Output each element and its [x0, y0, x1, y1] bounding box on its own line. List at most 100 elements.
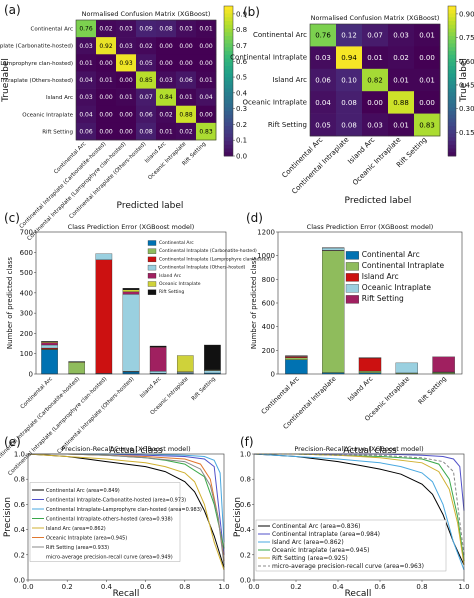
- x-tick-label: 0.8: [416, 583, 427, 591]
- colorbar-tick-label: 0.75: [459, 34, 474, 42]
- cell-value: 0.01: [419, 76, 435, 84]
- y-tick-label: 0.0: [14, 577, 25, 585]
- colorbar-segment: [448, 103, 456, 108]
- heatmap-cell: [388, 68, 415, 92]
- heatmap-cell: [414, 91, 441, 114]
- cell-value: 0.92: [99, 43, 113, 50]
- legend-label: Continental Arc: [362, 250, 420, 259]
- bar-segment: [149, 347, 167, 372]
- heatmap-frame: [75, 19, 217, 141]
- colorbar-tick-label: 0.9: [236, 10, 247, 18]
- bar-segment: [41, 349, 58, 375]
- x-axis-label: Actual class: [343, 446, 397, 456]
- y-tick-label: 0.6: [14, 501, 26, 509]
- cell-value: 0.00: [119, 111, 133, 118]
- heatmap-frame: [309, 23, 441, 137]
- y-tick-label: 0.8: [240, 476, 251, 484]
- colorbar-segment: [224, 77, 233, 82]
- heatmap-cell: [156, 54, 177, 72]
- colorbar-segment: [224, 88, 233, 93]
- colorbar-tick-label: 0.3: [236, 105, 247, 113]
- panel-label: (a): [4, 3, 21, 17]
- cell-value: 0.01: [419, 32, 435, 40]
- heatmap-cell: [76, 54, 97, 72]
- colorbar-segment: [448, 62, 456, 67]
- cell-value: 0.00: [199, 43, 213, 50]
- colorbar-segment: [448, 144, 456, 149]
- y-tick-label: 800: [262, 276, 275, 284]
- y-tick-label: 100: [20, 350, 33, 358]
- cell-value: 0.08: [139, 129, 153, 136]
- y-tick-label: 300: [20, 310, 33, 318]
- colorbar-segment: [224, 69, 233, 74]
- heatmap-cell: [136, 20, 157, 38]
- y-axis-label: Number of predicted class: [6, 257, 14, 349]
- heatmap-cell: [362, 68, 389, 92]
- heatmap-cell: [196, 71, 217, 89]
- colorbar-segment: [448, 13, 456, 18]
- heatmap-cell: [136, 122, 157, 141]
- colorbar-segment: [224, 96, 233, 101]
- bar-segment: [122, 294, 140, 372]
- legend-label: Island Arc: [362, 272, 399, 281]
- heatmap-cell: [136, 37, 157, 55]
- y-tick-label: 0.2: [14, 551, 25, 559]
- y-tick-label: 200: [262, 347, 275, 355]
- panel-label: (c): [4, 211, 20, 225]
- legend-label: Continental Intraplate-Lamprophyre clan-…: [46, 507, 202, 513]
- legend-label: Oceanic Intraplate: [159, 281, 201, 287]
- colorbar-segment: [224, 103, 233, 108]
- bar-segment: [41, 344, 58, 349]
- cell-value: 0.05: [315, 121, 331, 129]
- colorbar-segment: [224, 122, 233, 127]
- bar-segment: [322, 247, 345, 251]
- y-axis-label: True label: [1, 58, 11, 103]
- colorbar-segment: [224, 133, 233, 138]
- colorbar-segment: [448, 39, 456, 44]
- colorbar-segment: [448, 148, 456, 153]
- y-tick-label: 0.0: [240, 577, 251, 585]
- bar-segment: [41, 347, 58, 350]
- colorbar-segment: [224, 114, 233, 119]
- colorbar-segment: [224, 13, 233, 18]
- legend-swatch: [147, 240, 157, 246]
- colorbar-segment: [448, 66, 456, 71]
- heatmap-cell: [96, 37, 117, 55]
- row-tick-label: Continental Intraplate (Carbonatite-host…: [0, 44, 73, 50]
- y-tick-label: 0.2: [240, 551, 251, 559]
- cell-value: 0.00: [199, 60, 213, 67]
- bar-segment: [432, 356, 455, 373]
- heatmap-cell: [414, 113, 441, 137]
- pr-curve: [27, 453, 225, 571]
- legend-label: Island Arc (area=0.862): [46, 526, 106, 532]
- colorbar-segment: [224, 141, 233, 146]
- legend-box: [255, 519, 447, 572]
- colorbar-segment: [224, 137, 233, 142]
- y-tick-label: 200: [20, 330, 33, 338]
- legend-label: Rift Setting: [362, 294, 404, 303]
- panel-label: (d): [246, 211, 263, 225]
- colorbar-tick-label: 0.1: [236, 137, 247, 145]
- y-tick-label: 0: [271, 371, 275, 379]
- cell-value: 0.02: [179, 129, 193, 136]
- colorbar-segment: [224, 107, 233, 112]
- colorbar-segment: [448, 24, 456, 29]
- colorbar-segment: [448, 122, 456, 127]
- cell-value: 0.02: [393, 54, 409, 62]
- heatmap-cell: [116, 54, 137, 72]
- legend-label: Continental Intraplate (Carbonatite-host…: [159, 248, 257, 254]
- chart-title: Normalised Confusion Matrix (XGBoost): [311, 14, 440, 22]
- colorbar-segment: [224, 99, 233, 104]
- cell-value: 0.93: [119, 60, 133, 67]
- heatmap-cell: [116, 105, 137, 124]
- x-tick-label: 0.2: [290, 583, 301, 591]
- plot-frame: [277, 231, 463, 375]
- bar-segment: [176, 372, 194, 374]
- heatmap-cell: [96, 71, 117, 89]
- colorbar-segment: [448, 81, 456, 86]
- colorbar-segment: [224, 152, 233, 157]
- legend-label: Continental Intraplate: [362, 261, 445, 270]
- legend-swatch: [147, 273, 157, 279]
- heatmap-cell: [362, 46, 389, 70]
- colorbar-segment: [224, 58, 233, 63]
